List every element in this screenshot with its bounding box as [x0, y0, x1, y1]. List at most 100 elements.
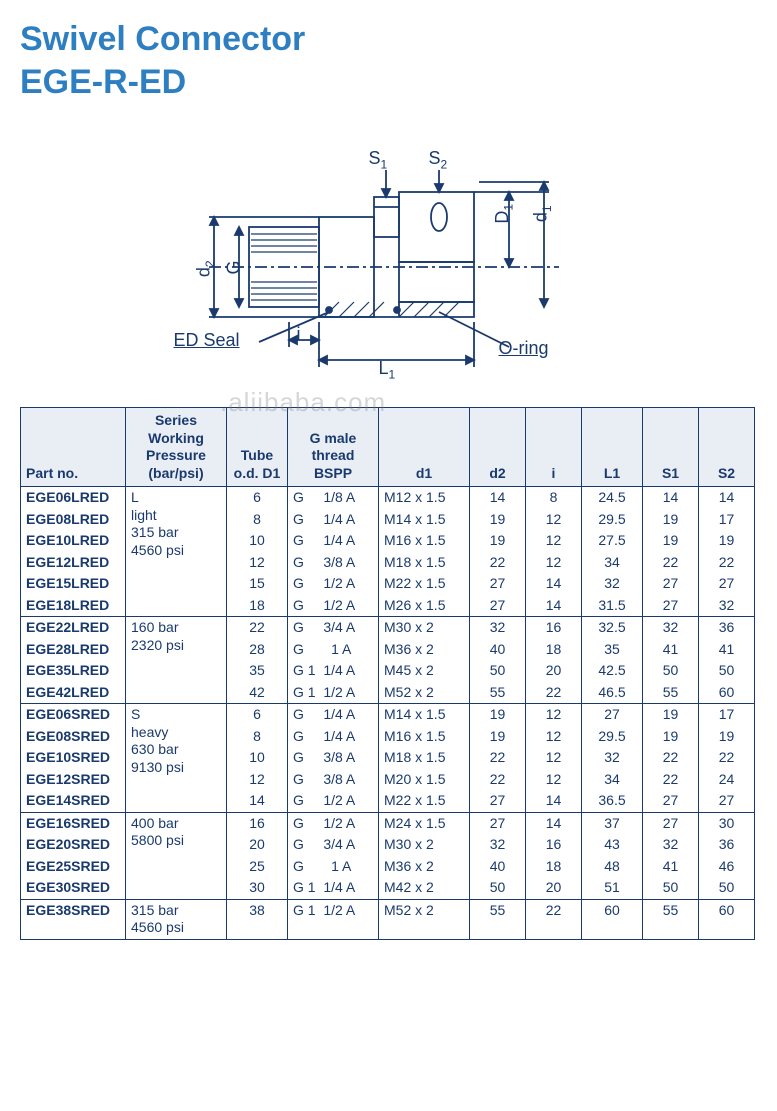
cell-series: Sheavy630 bar9130 psi [126, 704, 227, 813]
cell-tube: 38 [227, 899, 288, 939]
th-d2: d2 [470, 408, 526, 487]
cell-L1: 46.5 [582, 682, 643, 704]
cell-series: 315 bar4560 psi [126, 899, 227, 939]
cell-d1: M30 x 2 [379, 834, 470, 856]
cell-S1: 19 [643, 509, 699, 531]
th-S2: S2 [699, 408, 755, 487]
cell-d2: 50 [470, 660, 526, 682]
cell-partno: EGE10SRED [21, 747, 126, 769]
cell-g: G 1 1/4 A [288, 660, 379, 682]
cell-tube: 15 [227, 573, 288, 595]
cell-d2: 50 [470, 877, 526, 899]
table-row: EGE06LREDLlight315 bar4560 psi6G 1/8 AM1… [21, 487, 755, 509]
cell-g: G 1 1/2 A [288, 899, 379, 939]
cell-g: G 1/4 A [288, 530, 379, 552]
table-row: EGE22LRED160 bar2320 psi22G 3/4 AM30 x 2… [21, 617, 755, 639]
cell-d2: 27 [470, 573, 526, 595]
cell-S1: 32 [643, 834, 699, 856]
cell-tube: 28 [227, 639, 288, 661]
cell-S2: 36 [699, 834, 755, 856]
cell-d2: 19 [470, 704, 526, 726]
cell-S2: 17 [699, 704, 755, 726]
cell-partno: EGE06SRED [21, 704, 126, 726]
cell-i: 12 [526, 769, 582, 791]
cell-partno: EGE10LRED [21, 530, 126, 552]
cell-d2: 19 [470, 530, 526, 552]
cell-tube: 42 [227, 682, 288, 704]
cell-S2: 22 [699, 552, 755, 574]
cell-partno: EGE22LRED [21, 617, 126, 639]
cell-tube: 8 [227, 509, 288, 531]
cell-L1: 48 [582, 856, 643, 878]
cell-S1: 50 [643, 660, 699, 682]
cell-i: 14 [526, 573, 582, 595]
cell-partno: EGE28LRED [21, 639, 126, 661]
cell-i: 12 [526, 704, 582, 726]
cell-partno: EGE15LRED [21, 573, 126, 595]
cell-L1: 27.5 [582, 530, 643, 552]
cell-S2: 27 [699, 573, 755, 595]
cell-S1: 22 [643, 747, 699, 769]
title-line-1: Swivel Connector [20, 20, 757, 59]
cell-S1: 19 [643, 530, 699, 552]
cell-g: G 1/4 A [288, 704, 379, 726]
cell-d1: M42 x 2 [379, 877, 470, 899]
cell-L1: 60 [582, 899, 643, 939]
label-d1: d1 [530, 205, 554, 222]
cell-L1: 43 [582, 834, 643, 856]
cell-g: G 1/4 A [288, 509, 379, 531]
cell-S2: 41 [699, 639, 755, 661]
th-L1: L1 [582, 408, 643, 487]
cell-partno: EGE12SRED [21, 769, 126, 791]
cell-tube: 14 [227, 790, 288, 812]
cell-d2: 19 [470, 509, 526, 531]
cell-g: G 3/8 A [288, 769, 379, 791]
cell-tube: 6 [227, 487, 288, 509]
cell-S1: 27 [643, 595, 699, 617]
cell-L1: 27 [582, 704, 643, 726]
cell-L1: 32.5 [582, 617, 643, 639]
cell-d1: M36 x 2 [379, 639, 470, 661]
cell-tube: 12 [227, 769, 288, 791]
cell-partno: EGE08SRED [21, 726, 126, 748]
th-series: Series Working Pressure (bar/psi) [126, 408, 227, 487]
cell-partno: EGE12LRED [21, 552, 126, 574]
cell-i: 18 [526, 639, 582, 661]
cell-L1: 35 [582, 639, 643, 661]
cell-L1: 29.5 [582, 726, 643, 748]
cell-S1: 55 [643, 682, 699, 704]
cell-partno: EGE35LRED [21, 660, 126, 682]
th-g: G male thread BSPP [288, 408, 379, 487]
cell-tube: 20 [227, 834, 288, 856]
cell-tube: 8 [227, 726, 288, 748]
cell-i: 8 [526, 487, 582, 509]
cell-d2: 27 [470, 790, 526, 812]
cell-g: G 1 1/2 A [288, 682, 379, 704]
cell-g: G 3/4 A [288, 617, 379, 639]
cell-S1: 55 [643, 899, 699, 939]
cell-S2: 50 [699, 877, 755, 899]
cell-S2: 19 [699, 530, 755, 552]
cell-g: G 1 A [288, 639, 379, 661]
cell-d1: M52 x 2 [379, 682, 470, 704]
cell-L1: 34 [582, 769, 643, 791]
cell-g: G 1/4 A [288, 726, 379, 748]
cell-g: G 1/8 A [288, 487, 379, 509]
label-G: G [223, 260, 244, 274]
cell-S1: 19 [643, 704, 699, 726]
cell-L1: 29.5 [582, 509, 643, 531]
cell-i: 12 [526, 530, 582, 552]
cell-d1: M30 x 2 [379, 617, 470, 639]
cell-L1: 37 [582, 812, 643, 834]
cell-d1: M16 x 1.5 [379, 726, 470, 748]
cell-S2: 50 [699, 660, 755, 682]
cell-i: 12 [526, 726, 582, 748]
cell-S1: 22 [643, 552, 699, 574]
cell-L1: 24.5 [582, 487, 643, 509]
th-S1: S1 [643, 408, 699, 487]
cell-i: 12 [526, 747, 582, 769]
cell-partno: EGE38SRED [21, 899, 126, 939]
cell-S1: 27 [643, 573, 699, 595]
label-s1: S1 [369, 148, 388, 172]
cell-partno: EGE30SRED [21, 877, 126, 899]
